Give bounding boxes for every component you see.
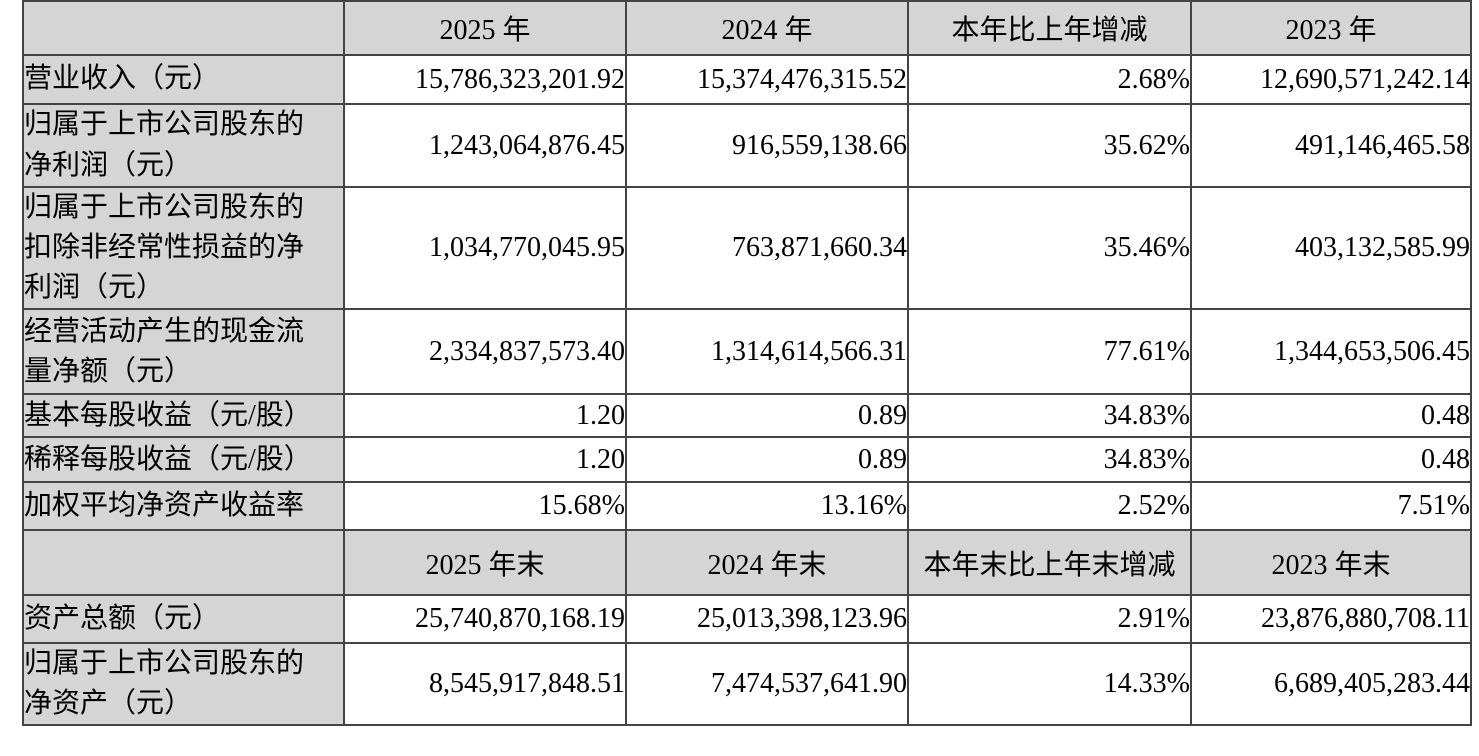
cell-value: 34.83% <box>907 393 1192 439</box>
header-row-current: 2025 年 2024 年 本年比上年增减 2023 年 <box>22 0 1472 56</box>
cell-value: 7,474,537,641.90 <box>625 642 909 727</box>
cell-value: 35.62% <box>907 103 1192 188</box>
row-label: 资产总额（元） <box>22 594 345 645</box>
row-label: 营业收入（元） <box>22 54 345 105</box>
table-row-operating-revenue: 营业收入（元） 15,786,323,201.92 15,374,476,315… <box>22 54 1472 105</box>
cell-value: 1,034,770,045.95 <box>343 185 627 311</box>
row-label: 归属于上市公司股东的 扣除非经常性损益的净 利润（元） <box>22 185 345 311</box>
column-header-yoy-change: 本年比上年增减 <box>907 0 1192 56</box>
table-row-basic-eps: 基本每股收益（元/股） 1.20 0.89 34.83% 0.48 <box>22 393 1472 439</box>
header-row-end-of-period: 2025 年末 2024 年末 本年末比上年末增减 2023 年末 <box>22 529 1472 597</box>
cell-value: 2.68% <box>907 54 1192 105</box>
table-row-weighted-avg-roe: 加权平均净资产收益率 15.68% 13.16% 2.52% 7.51% <box>22 481 1472 532</box>
row-label: 加权平均净资产收益率 <box>22 481 345 532</box>
cell-value: 77.61% <box>907 308 1192 396</box>
column-header-2025-end: 2025 年末 <box>343 529 627 597</box>
corner-cell <box>22 529 345 597</box>
cell-value: 763,871,660.34 <box>625 185 909 311</box>
cell-value: 0.48 <box>1190 436 1472 484</box>
row-label: 归属于上市公司股东的 净利润（元） <box>22 103 345 188</box>
cell-value: 2.52% <box>907 481 1192 532</box>
cell-value: 2,334,837,573.40 <box>343 308 627 396</box>
cell-value: 8,545,917,848.51 <box>343 642 627 727</box>
cell-value: 23,876,880,708.11 <box>1190 594 1472 645</box>
row-label: 基本每股收益（元/股） <box>22 393 345 439</box>
cell-value: 1.20 <box>343 393 627 439</box>
cell-value: 7.51% <box>1190 481 1472 532</box>
cell-value: 0.89 <box>625 436 909 484</box>
row-label: 经营活动产生的现金流 量净额（元） <box>22 308 345 396</box>
row-label: 归属于上市公司股东的 净资产（元） <box>22 642 345 727</box>
column-header-eop-change: 本年末比上年末增减 <box>907 529 1192 597</box>
cell-value: 403,132,585.99 <box>1190 185 1472 311</box>
table-row-diluted-eps: 稀释每股收益（元/股） 1.20 0.89 34.83% 0.48 <box>22 436 1472 484</box>
cell-value: 25,013,398,123.96 <box>625 594 909 645</box>
cell-value: 15.68% <box>343 481 627 532</box>
table-row-operating-cash-flow: 经营活动产生的现金流 量净额（元） 2,334,837,573.40 1,314… <box>22 308 1472 396</box>
cell-value: 1.20 <box>343 436 627 484</box>
cell-value: 2.91% <box>907 594 1192 645</box>
key-financial-data-table: 2025 年 2024 年 本年比上年增减 2023 年 营业收入（元） 15,… <box>22 0 1472 727</box>
cell-value: 491,146,465.58 <box>1190 103 1472 188</box>
column-header-2023: 2023 年 <box>1190 0 1472 56</box>
column-header-2023-end: 2023 年末 <box>1190 529 1472 597</box>
column-header-2024: 2024 年 <box>625 0 909 56</box>
cell-value: 1,243,064,876.45 <box>343 103 627 188</box>
cell-value: 1,344,653,506.45 <box>1190 308 1472 396</box>
cell-value: 0.48 <box>1190 393 1472 439</box>
table-row-net-profit-attributable: 归属于上市公司股东的 净利润（元） 1,243,064,876.45 916,5… <box>22 103 1472 188</box>
cell-value: 35.46% <box>907 185 1192 311</box>
cell-value: 916,559,138.66 <box>625 103 909 188</box>
cell-value: 13.16% <box>625 481 909 532</box>
table-row-net-assets-attributable: 归属于上市公司股东的 净资产（元） 8,545,917,848.51 7,474… <box>22 642 1472 727</box>
cell-value: 6,689,405,283.44 <box>1190 642 1472 727</box>
table-row-total-assets: 资产总额（元） 25,740,870,168.19 25,013,398,123… <box>22 594 1472 645</box>
cell-value: 1,314,614,566.31 <box>625 308 909 396</box>
column-header-2025: 2025 年 <box>343 0 627 56</box>
cell-value: 25,740,870,168.19 <box>343 594 627 645</box>
cell-value: 12,690,571,242.14 <box>1190 54 1472 105</box>
corner-cell <box>22 0 345 56</box>
cell-value: 15,374,476,315.52 <box>625 54 909 105</box>
cell-value: 0.89 <box>625 393 909 439</box>
cell-value: 14.33% <box>907 642 1192 727</box>
column-header-2024-end: 2024 年末 <box>625 529 909 597</box>
row-label: 稀释每股收益（元/股） <box>22 436 345 484</box>
cell-value: 34.83% <box>907 436 1192 484</box>
table-row-net-profit-excl-nonrecurring: 归属于上市公司股东的 扣除非经常性损益的净 利润（元） 1,034,770,04… <box>22 185 1472 311</box>
cell-value: 15,786,323,201.92 <box>343 54 627 105</box>
